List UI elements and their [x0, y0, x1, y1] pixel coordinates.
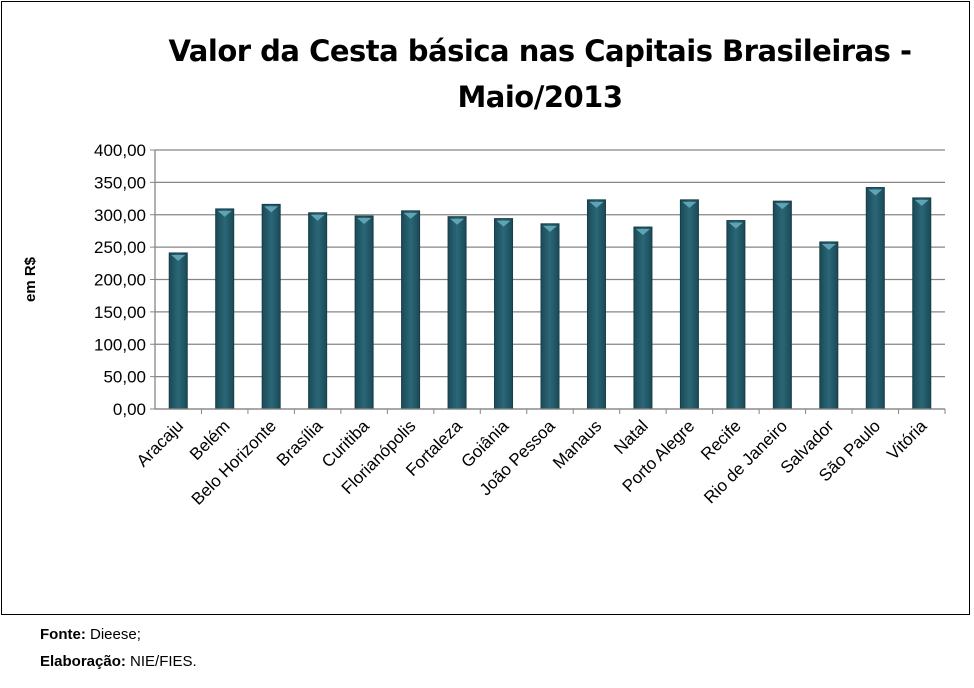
x-tick-label: Natal — [610, 416, 651, 457]
chart-frame — [1, 1, 970, 615]
bar-highlight — [264, 206, 279, 213]
bar-highlight — [543, 225, 557, 232]
x-tick-label: Brasília — [273, 416, 327, 470]
bar-highlight — [821, 243, 836, 250]
y-tick-label: 350,00 — [94, 173, 146, 192]
bar-highlight — [868, 189, 883, 196]
bar — [308, 212, 328, 410]
y-tick-label: 200,00 — [94, 271, 146, 290]
y-tick-label: 0,00 — [113, 400, 146, 419]
bar — [586, 199, 606, 410]
bar — [354, 215, 374, 410]
y-tick-label: 100,00 — [94, 335, 146, 354]
bar-highlight — [589, 201, 604, 208]
bar — [633, 226, 653, 410]
bar — [819, 241, 839, 410]
elaboration-label: Elaboração: — [40, 653, 126, 670]
bar-highlight — [310, 214, 325, 221]
bar-highlight — [450, 218, 465, 225]
bar-highlight — [914, 199, 929, 206]
bar-highlight — [496, 220, 511, 227]
bar-highlight — [171, 254, 186, 261]
chart-title: Valor da Cesta básica nas Capitais Brasi… — [168, 34, 912, 114]
x-tick-label: Belo Horizonte — [188, 416, 280, 508]
bar — [215, 208, 235, 410]
bar — [772, 200, 792, 410]
elaboration-value: NIE/FIES. — [130, 653, 197, 670]
bar — [261, 203, 281, 410]
bar-highlight — [403, 212, 418, 219]
bar — [912, 197, 932, 410]
bar — [401, 210, 421, 410]
y-tick-label: 300,00 — [94, 206, 146, 225]
bar-highlight — [217, 210, 232, 217]
bar — [865, 187, 885, 410]
x-tick-label: Aracaju — [133, 416, 187, 470]
x-tick-label: Vitória — [883, 416, 931, 464]
y-tick-label: 50,00 — [103, 368, 146, 387]
bar-highlight — [728, 222, 743, 229]
y-tick-label: 150,00 — [94, 303, 146, 322]
elaboration-note: Elaboração: NIE/FIES. — [40, 653, 197, 670]
source-value: Dieese; — [90, 626, 141, 643]
bar — [679, 199, 699, 410]
bar — [494, 218, 514, 410]
y-axis-label: em R$ — [22, 256, 39, 302]
source-label: Fonte: — [40, 626, 86, 643]
x-tick-label: Manaus — [549, 416, 605, 472]
source-note: Fonte: Dieese; — [40, 626, 141, 643]
bar-highlight — [682, 201, 697, 208]
bar — [447, 216, 467, 410]
y-tick-label: 400,00 — [94, 141, 146, 160]
bar-highlight — [357, 218, 372, 225]
bar — [726, 220, 746, 410]
bar-chart: 0,00 50,00 100,00 150,00 200,00 250,00 300,00 3… — [22, 141, 946, 509]
bar-highlight — [635, 229, 650, 236]
y-tick-label: 250,00 — [94, 238, 146, 257]
bar-highlight — [775, 203, 790, 210]
bar — [540, 223, 560, 410]
bar — [168, 252, 188, 410]
